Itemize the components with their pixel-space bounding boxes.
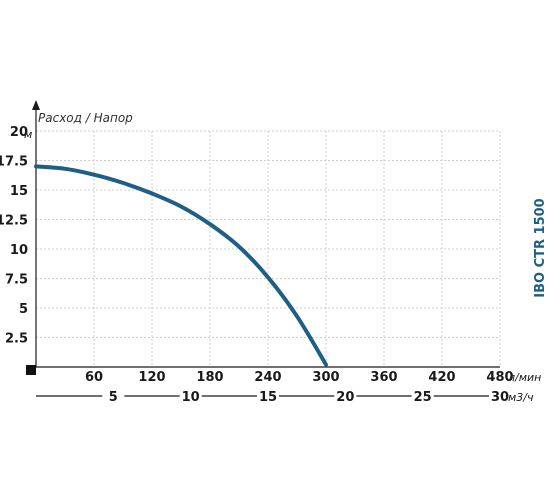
- x2-tick-label: 15: [259, 390, 277, 405]
- x2-tick-backing: [489, 388, 511, 404]
- y-unit-label: м: [24, 128, 32, 141]
- x-tick-label: 300: [312, 370, 339, 385]
- y-tick-label: 20: [10, 125, 28, 140]
- x2-tick-label: 5: [109, 390, 118, 405]
- x2-tick-backing: [102, 388, 125, 404]
- x2-tick-backing: [334, 388, 357, 404]
- x-tick-label: 360: [370, 370, 397, 385]
- x-tick-label: 60: [85, 370, 103, 385]
- y-tick-label: 5: [19, 302, 28, 317]
- model-label: IBO CTR 1500: [533, 198, 548, 297]
- y-tick-label: 12.5: [0, 214, 28, 229]
- y-tick-label: 2.5: [5, 332, 28, 347]
- x2-tick-label: 20: [336, 390, 354, 405]
- x-unit-label: л/мин: [507, 371, 541, 384]
- x2-tick-label: 10: [182, 390, 200, 405]
- x-tick-label: 240: [254, 370, 281, 385]
- x2-unit-label: м3/ч: [508, 391, 534, 404]
- y-tick-label: 17.5: [0, 155, 28, 170]
- y-tick-label: 15: [10, 184, 28, 199]
- y-axis-title: Расход / Напор: [38, 111, 133, 125]
- x-tick-label: 420: [428, 370, 455, 385]
- grid: [36, 130, 501, 367]
- x2-tick-labels: 5 10 15 20 25 30: [102, 388, 511, 405]
- x-tick-labels: 60 120 180 240 300 360 420 480: [85, 370, 514, 385]
- y-axis-arrow: [32, 100, 40, 110]
- y-tick-label: 10: [10, 243, 28, 258]
- y-tick-labels: 20 17.5 15 12.5 10 7.5 5 2.5: [0, 125, 28, 347]
- x2-tick-label: 25: [414, 390, 432, 405]
- x-tick-label: 120: [138, 370, 165, 385]
- origin-marker: [26, 365, 36, 375]
- axes: [26, 100, 500, 397]
- x-tick-label: 180: [196, 370, 223, 385]
- series: [34, 164, 328, 367]
- x2-tick-backing: [257, 388, 279, 404]
- x2-tick-backing: [179, 388, 202, 404]
- x-tick-label: 480: [486, 370, 513, 385]
- x2-tick-backing: [411, 388, 434, 404]
- y-tick-label: 7.5: [5, 273, 28, 288]
- series-line: [34, 164, 328, 367]
- x2-tick-label: 30: [491, 390, 509, 405]
